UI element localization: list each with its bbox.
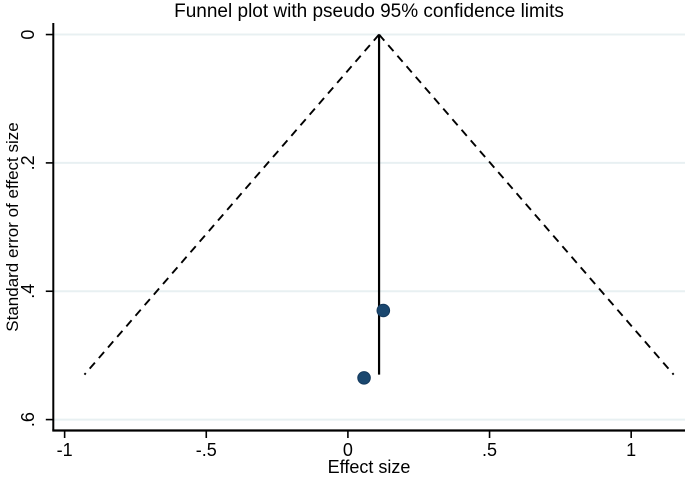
chart-title: Funnel plot with pseudo 95% confidence l… (174, 1, 564, 22)
x-tick-label: -1 (57, 440, 73, 460)
x-tick-label: 0 (343, 440, 353, 460)
y-tick-label: .6 (18, 412, 38, 427)
x-axis-label: Effect size (327, 457, 411, 477)
x-tick-label: -.5 (196, 440, 217, 460)
y-tick-label: .4 (18, 284, 38, 299)
y-tick-label: 0 (18, 30, 38, 40)
x-tick-label: .5 (482, 440, 497, 460)
y-tick-label: .2 (18, 155, 38, 170)
funnel-lower-limit-line (83, 33, 380, 376)
funnel-upper-limit-line (378, 33, 675, 376)
study-point (357, 371, 371, 385)
study-point (376, 303, 391, 318)
x-tick-label: 1 (626, 440, 636, 460)
